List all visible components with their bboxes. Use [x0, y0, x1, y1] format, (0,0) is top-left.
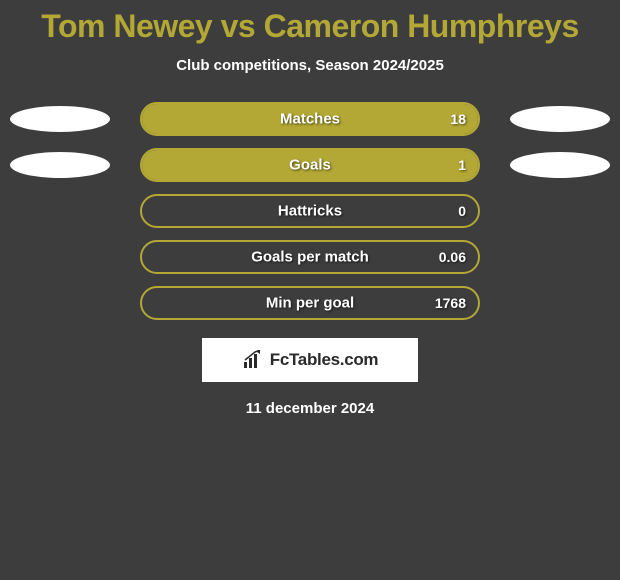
stat-label: Matches: [142, 111, 478, 128]
stat-label: Min per goal: [142, 295, 478, 312]
stat-bar: Goals per match0.06: [140, 240, 480, 274]
player-left-marker: [10, 106, 110, 132]
stat-value-right: 0: [458, 203, 466, 219]
player-left-marker: [10, 152, 110, 178]
stats-area: Matches18 Goals1 Hattricks0 Goals per match…: [0, 102, 620, 320]
subtitle: Club competitions, Season 2024/2025: [0, 57, 620, 74]
stat-row: Goals1: [0, 148, 620, 182]
player-right-marker: [510, 152, 610, 178]
stat-value-right: 1: [458, 157, 466, 173]
stat-row: Hattricks0: [0, 194, 620, 228]
stat-bar: Min per goal1768: [140, 286, 480, 320]
player-right-marker: [510, 106, 610, 132]
page-title: Tom Newey vs Cameron Humphreys: [0, 8, 620, 45]
chart-icon: [242, 350, 264, 370]
stat-row: Matches18: [0, 102, 620, 136]
stat-row: Min per goal1768: [0, 286, 620, 320]
stat-label: Goals: [142, 157, 478, 174]
stat-value-right: 1768: [435, 295, 466, 311]
stat-bar: Hattricks0: [140, 194, 480, 228]
stat-bar: Goals1: [140, 148, 480, 182]
stat-label: Hattricks: [142, 203, 478, 220]
brand-label: FcTables.com: [270, 350, 379, 370]
stat-value-right: 0.06: [439, 249, 466, 265]
brand-box: FcTables.com: [202, 338, 418, 382]
stat-value-right: 18: [450, 111, 466, 127]
stat-bar: Matches18: [140, 102, 480, 136]
date-text: 11 december 2024: [0, 400, 620, 417]
stat-row: Goals per match0.06: [0, 240, 620, 274]
stat-label: Goals per match: [142, 249, 478, 266]
